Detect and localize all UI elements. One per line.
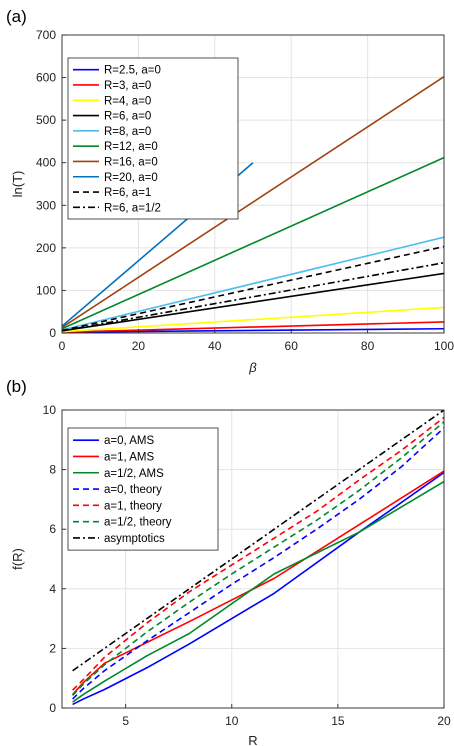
- x-tick-label: 10: [225, 714, 239, 728]
- x-tick-label: 5: [122, 714, 129, 728]
- series-line-4: [72, 427, 444, 700]
- series-line-2: [72, 470, 444, 696]
- y-tick-label: 8: [49, 463, 56, 477]
- x-tick-label: 20: [437, 714, 451, 728]
- chart-panel-b: 5 10 15 20 0 2 4 6 8 10 Rf(R) (b) a=0, AMS a=1, AMS a=…: [6, 377, 451, 746]
- legend-entry-label: a=1, AMS: [104, 451, 155, 463]
- series-line-5: [62, 236, 444, 331]
- legend-entry-label: R=3, a=0: [104, 80, 151, 92]
- legend-entry-label: R=6, a=1/2: [104, 202, 161, 214]
- x-tick-label: 40: [208, 339, 222, 353]
- series-line-7: [62, 76, 444, 329]
- series-line-1: [72, 471, 444, 706]
- axes-box: [61, 409, 445, 709]
- legend-entry-label: a=0, theory: [104, 484, 162, 496]
- x-axis-title: R: [248, 733, 257, 746]
- y-tick-label: 4: [49, 582, 56, 596]
- y-tick-label: 600: [36, 71, 56, 85]
- y-tick-label: 200: [36, 241, 56, 255]
- series-line-3: [62, 306, 444, 333]
- x-tick-label: 100: [434, 339, 454, 353]
- y-axis-title: ln(T): [10, 171, 25, 198]
- series-line-10: [62, 261, 444, 332]
- y-tick-label: 400: [36, 156, 56, 170]
- legend-entry-label: a=0, AMS: [104, 435, 155, 447]
- legend-entry-label: asymptotics: [104, 533, 165, 545]
- series-line-1: [62, 327, 444, 333]
- legend-box: [67, 57, 239, 220]
- legend-entry-label: R=6, a=1: [104, 187, 151, 199]
- legend-entry-label: R=12, a=0: [104, 141, 158, 153]
- series-line-7: [72, 410, 444, 672]
- legend-entry-label: a=1, theory: [104, 500, 162, 512]
- y-tick-label: 500: [36, 113, 56, 127]
- y-tick-label: 10: [43, 403, 57, 417]
- series-line-4: [62, 272, 444, 332]
- x-tick-label: 80: [361, 339, 375, 353]
- panel-label: (a): [6, 7, 27, 26]
- legend-entry-label: R=8, a=0: [104, 126, 151, 138]
- legend-entry-label: R=2.5, a=0: [104, 65, 161, 77]
- panel-label: (b): [6, 377, 27, 396]
- y-tick-label: 0: [49, 701, 56, 715]
- series-line-6: [62, 156, 444, 330]
- series-group: [72, 410, 444, 706]
- y-tick-label: 300: [36, 198, 56, 212]
- x-tick-label: 20: [132, 339, 146, 353]
- axes-box: [61, 34, 445, 334]
- legend-entry-label: a=1/2, AMS: [104, 468, 164, 480]
- series-line-9: [62, 245, 444, 332]
- series-line-5: [72, 416, 444, 691]
- y-tick-label: 0: [49, 326, 56, 340]
- series-line-2: [62, 321, 444, 333]
- legend-entry-label: R=20, a=0: [104, 172, 158, 184]
- y-axis-title: f(R): [10, 548, 25, 570]
- y-tick-label: 6: [49, 522, 56, 536]
- x-axis-title: β: [248, 360, 257, 375]
- x-tick-label: 15: [331, 714, 345, 728]
- legend-entry-label: R=16, a=0: [104, 156, 158, 168]
- y-tick-label: 100: [36, 283, 56, 297]
- series-group: [62, 76, 444, 333]
- series-line-3: [72, 480, 444, 703]
- chart-panel-a: 0 20 40 60 80 100 0 100 200 300 400 500 600 700 β ln(T)…: [6, 7, 454, 375]
- legend-entry-label: R=6, a=0: [104, 111, 151, 123]
- y-tick-label: 700: [36, 28, 56, 42]
- y-tick-label: 2: [49, 641, 56, 655]
- x-tick-label: 60: [285, 339, 299, 353]
- legend-entry-label: a=1/2, theory: [104, 517, 172, 529]
- series-line-6: [72, 421, 444, 697]
- x-tick-label: 0: [59, 339, 66, 353]
- legend-entry-label: R=4, a=0: [104, 95, 151, 107]
